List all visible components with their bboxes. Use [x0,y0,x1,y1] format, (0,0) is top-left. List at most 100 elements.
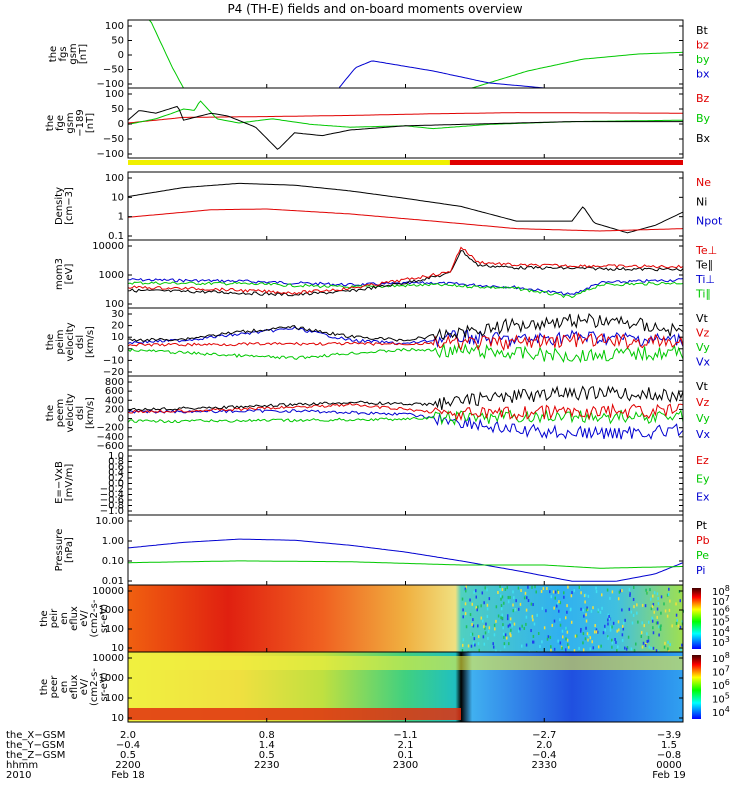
x-row-value: −0.8 [657,750,681,761]
spectrogram-cell [617,645,619,649]
spectrogram-cell [656,592,659,596]
spectrogram-cell [669,599,671,603]
spectrogram-cell [628,588,631,592]
spectrogram-cell [621,608,623,612]
y-axis-label: peer [49,675,60,699]
x-row-value: 2.0 [120,730,136,741]
y-axis-label: mom3 [54,258,65,290]
series-Vy [127,409,684,426]
legend-Pb: Pb [696,534,710,547]
spectrogram-cell [649,597,652,601]
spectrogram-cell [503,635,505,639]
spectrogram-cell [595,628,598,632]
spectrogram-cell [555,604,558,608]
mode-bar [449,160,683,165]
y-tick-label: 10000 [92,241,124,252]
spectrogram-cell [647,620,650,624]
spectrogram-cell [564,616,567,620]
legend-Bz: Bz [696,92,710,105]
spectrogram-cell [525,608,528,612]
y-axis-label: fge [55,115,66,131]
y-axis-label: velocity [65,393,76,432]
y-axis-label: (cm2-s- [89,668,100,706]
spectrogram-cell [483,601,485,605]
series-Vz [127,402,684,421]
spectrogram-cell [657,602,660,606]
panel-frame [127,19,684,89]
spectrogram-cell [657,621,659,625]
y-axis-label: the [45,334,56,350]
spectrogram-cell [629,592,631,596]
legend-Ne: Ne [696,176,711,189]
y-tick-label: 0.1 [108,231,124,242]
spectrogram-cell [640,634,643,638]
spectrogram-cell [471,632,474,636]
spectrogram-cell [513,622,516,626]
spectrogram-cell [582,608,585,612]
series-Ni [127,182,684,234]
spectrogram-cell [585,619,588,623]
spectrogram-cell [502,632,505,636]
y-tick-label: 1.0 [108,451,124,462]
spectrogram-cell [668,608,671,612]
spectrogram-cell [536,613,538,617]
spectrogram-cell [580,591,582,595]
spectrogram-cell [585,626,587,630]
spectrogram-cell [636,611,638,615]
y-axis-label: en [59,612,70,625]
y-axis-label: velocity [65,322,76,361]
legend-Npot: Npot [696,215,723,228]
spectrogram-cell [623,646,626,650]
spectrogram-cell [656,615,658,619]
legend-Vz: Vz [696,327,710,340]
y-tick-label: 20 [111,321,124,332]
series-Vz [127,332,684,352]
spectrogram-cell [484,631,487,635]
spectrogram-cell [660,611,662,615]
y-axis-label: [cm−3] [64,187,75,225]
y-tick-label: 400 [105,395,124,406]
legend-Vt: Vt [696,380,709,393]
y-tick-label: 10 [111,643,124,654]
spectrogram-cell [523,596,526,600]
legend-Bt: Bt [696,24,709,37]
spectrogram-cell [525,615,528,619]
spectrogram-cell [493,633,496,637]
y-tick-label: 50 [111,36,124,47]
spectrogram-cell [562,635,564,639]
spectrogram-cell [648,645,651,649]
spectrogram-cell [627,635,630,639]
spectrogram-cell [504,633,507,637]
spectrogram-cell [617,620,620,624]
spectrogram-cell [549,635,552,639]
spectrogram-cell [566,638,569,642]
y-tick-label: −50 [103,134,124,145]
colorbar-label: 105 [712,692,730,706]
spectrogram-cell [499,588,502,592]
spectrogram-cell [559,618,561,622]
y-tick-label: −10 [103,355,124,366]
spectrogram-cell [635,642,637,646]
spectrogram-cell [647,639,650,643]
spectrogram-cell [527,585,529,589]
x-row-value: −3.9 [657,730,681,741]
y-tick-label: 1.00 [102,536,124,547]
spectrogram-cell [509,623,511,627]
y-axis-label: dsl [75,335,86,349]
spectrogram-cell [517,607,520,611]
spectrogram-cell [636,603,638,607]
spectrogram-cell [500,616,502,620]
spectrogram-cell [484,586,486,590]
y-tick-label: −0.2 [100,484,124,495]
x-row-value: 0000 [656,760,681,771]
spectrogram-cell [611,641,614,645]
spectrogram-cell [640,631,643,635]
spectrogram-cell [675,613,678,617]
x-row-label: the_Z−GSM [6,750,65,761]
panel-3: Ne Ni Npot 100 10 1 0.1 Density [cm−3] [54,171,723,242]
spectrogram-cell [485,622,487,626]
spectrogram-cell [461,648,464,652]
spectrogram-cell [519,602,522,606]
